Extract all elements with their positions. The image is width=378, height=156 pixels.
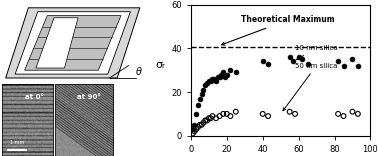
Point xyxy=(199,124,205,126)
Text: Theoretical Maximum: Theoretical Maximum xyxy=(222,15,335,45)
Point xyxy=(199,93,205,95)
Point xyxy=(208,117,214,119)
Point xyxy=(217,76,223,78)
Point xyxy=(292,113,298,115)
Point xyxy=(195,126,201,128)
Point xyxy=(222,76,228,78)
Point xyxy=(228,69,234,71)
Point xyxy=(335,113,341,115)
Point xyxy=(204,82,210,85)
Point xyxy=(355,113,361,115)
Point xyxy=(215,76,221,78)
Point xyxy=(209,115,215,117)
Point xyxy=(296,56,302,58)
Point xyxy=(260,60,266,63)
Point xyxy=(290,60,296,63)
Point xyxy=(192,130,198,133)
Point xyxy=(195,104,201,106)
Point xyxy=(341,115,347,117)
Point xyxy=(200,89,206,91)
Point xyxy=(202,84,208,87)
Text: 1 mm: 1 mm xyxy=(10,140,24,145)
Bar xyxy=(55,84,113,156)
Point xyxy=(206,80,212,82)
Point xyxy=(202,119,208,122)
Point xyxy=(224,113,230,115)
Point xyxy=(211,78,217,80)
Polygon shape xyxy=(6,8,140,78)
Polygon shape xyxy=(25,16,121,70)
Point xyxy=(299,58,305,61)
Point xyxy=(341,65,347,67)
Point xyxy=(192,124,198,126)
Point xyxy=(204,119,210,122)
Point xyxy=(193,113,199,115)
Point xyxy=(265,62,271,65)
Point xyxy=(224,73,230,76)
Point xyxy=(197,124,203,126)
Point xyxy=(287,110,293,113)
Point xyxy=(220,113,226,115)
Point xyxy=(335,60,341,63)
Point xyxy=(220,71,226,74)
Point xyxy=(228,115,234,117)
Point xyxy=(349,58,355,61)
Point xyxy=(190,132,196,135)
Point xyxy=(260,113,266,115)
Point xyxy=(200,121,206,124)
Point xyxy=(287,56,293,58)
Point xyxy=(197,97,203,100)
Point xyxy=(233,110,239,113)
Point xyxy=(206,117,212,119)
Polygon shape xyxy=(15,12,130,74)
Point xyxy=(190,128,196,130)
Point xyxy=(213,117,219,119)
Polygon shape xyxy=(36,18,78,68)
Text: at 0°: at 0° xyxy=(25,94,43,100)
Point xyxy=(208,80,214,82)
Text: 10 nm silica: 10 nm silica xyxy=(295,45,338,60)
Y-axis label: σᵣ: σᵣ xyxy=(155,60,165,70)
Point xyxy=(217,115,223,117)
Point xyxy=(265,115,271,117)
Point xyxy=(305,62,311,65)
Point xyxy=(349,110,355,113)
Point xyxy=(193,128,199,130)
Text: θ: θ xyxy=(136,67,142,77)
Point xyxy=(213,80,219,82)
Point xyxy=(355,65,361,67)
X-axis label: θ [° ]: θ [° ] xyxy=(268,155,293,156)
Bar xyxy=(2,84,53,156)
Point xyxy=(233,71,239,74)
Point xyxy=(209,78,215,80)
Point xyxy=(218,73,225,76)
Text: at 90°: at 90° xyxy=(77,94,101,100)
Text: 50 nm silica: 50 nm silica xyxy=(283,63,338,111)
